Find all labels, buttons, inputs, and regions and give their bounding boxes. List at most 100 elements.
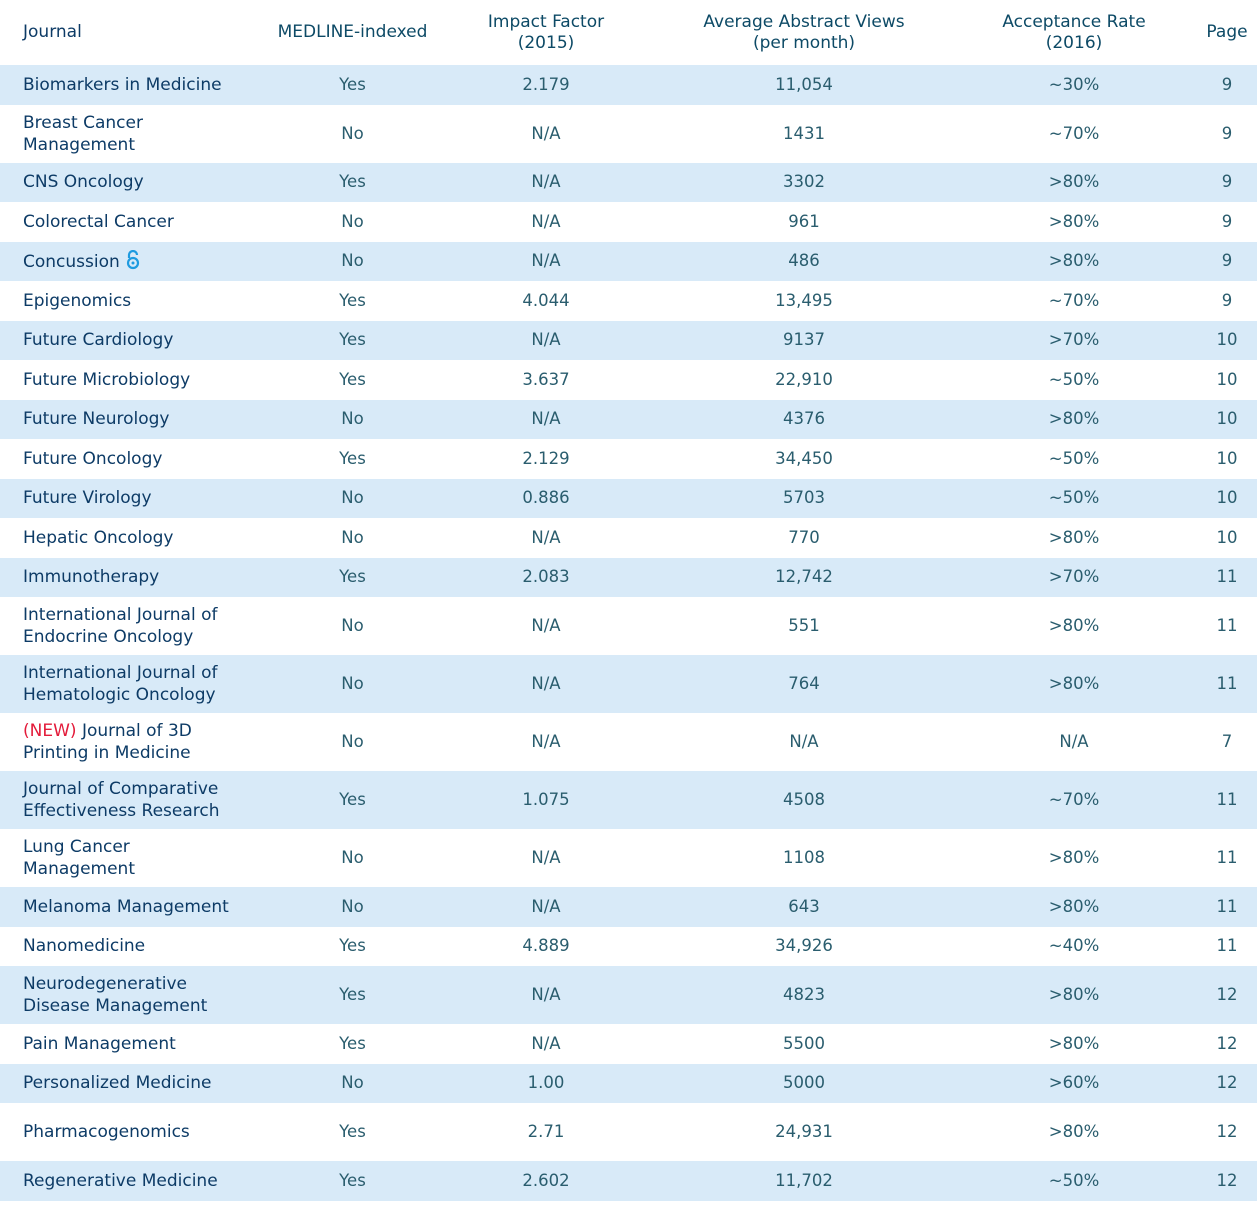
data-cell: 12 — [1197, 1161, 1257, 1201]
journal-name: Concussion — [23, 251, 120, 272]
table-row: Nanomedicine Yes 4.889 34,926 ~40% 11 — [0, 927, 1257, 967]
data-cell: 7 — [1221, 732, 1233, 751]
data-cell: N/A — [435, 162, 657, 202]
data-cell: 12 — [1216, 1033, 1238, 1053]
data-cell: No — [341, 527, 364, 547]
data-cell: 11 — [1197, 655, 1257, 713]
data-cell: 5703 — [657, 478, 951, 518]
data-cell: 10 — [1216, 448, 1238, 468]
data-cell: 0.886 — [435, 478, 657, 518]
data-cell: 13,495 — [775, 290, 833, 310]
data-cell: 5000 — [657, 1063, 951, 1103]
data-cell: >80% — [951, 241, 1197, 281]
data-cell: 10 — [1197, 399, 1257, 439]
journal-cell: Nanomedicine — [0, 927, 270, 967]
data-cell: >80% — [1048, 1122, 1100, 1141]
data-cell: Yes — [270, 557, 435, 597]
journal-name: CNS Oncology — [23, 172, 144, 193]
journal-cell: Future Virology — [0, 478, 270, 518]
data-cell: N/A — [789, 732, 819, 751]
data-cell: 10 — [1197, 320, 1257, 360]
data-cell: 2.602 — [435, 1161, 657, 1201]
journal-cell: (NEW) Journal of 3D Printing in Medicine — [0, 713, 270, 771]
table-row: Concussion No N/A 486 >80% 9 — [0, 241, 1257, 281]
table-row: (NEW) Journal of 3D Printing in Medicine… — [0, 713, 1257, 771]
data-cell: 12 — [1197, 966, 1257, 1024]
data-cell: 1.075 — [435, 771, 657, 829]
data-cell: N/A — [435, 241, 657, 281]
data-cell: N/A — [531, 1033, 561, 1053]
data-cell: 4.044 — [522, 290, 570, 310]
data-cell: Yes — [339, 369, 366, 389]
data-cell: ~50% — [951, 1161, 1197, 1201]
data-cell: 10 — [1216, 527, 1238, 547]
table-row: Pharmacogenomics Yes 2.71 24,931 >80% 12 — [0, 1103, 1257, 1161]
data-cell: >80% — [1048, 616, 1100, 635]
data-cell: 3.637 — [522, 369, 570, 389]
data-cell: >80% — [951, 966, 1197, 1024]
journal-name: Epigenomics — [23, 290, 132, 311]
journal-name: Future Virology — [23, 488, 152, 509]
data-cell: >80% — [951, 655, 1197, 713]
data-cell: No — [341, 616, 364, 635]
table-row: Future Microbiology Yes 3.637 22,910 ~50% 10 — [0, 360, 1257, 400]
journal-cell: International Journal of Endocrine Oncol… — [0, 597, 270, 655]
data-cell: >70% — [951, 557, 1197, 597]
data-cell: 9 — [1197, 65, 1257, 105]
journal-name: Nanomedicine — [23, 936, 146, 957]
data-cell: 4.889 — [522, 936, 570, 956]
data-cell: N/A — [435, 887, 657, 927]
journal-name: Immunotherapy — [23, 567, 160, 588]
data-cell: 5500 — [783, 1033, 825, 1053]
table-row: Personalized Medicine No 1.00 5000 >60% 12 — [0, 1063, 1257, 1103]
column-header: Acceptance Rate (2016) — [1002, 11, 1146, 53]
data-cell: 2.129 — [522, 448, 570, 468]
data-cell: No — [270, 399, 435, 439]
data-cell: >80% — [951, 887, 1197, 927]
journal-cell: International Journal of Hematologic Onc… — [0, 655, 270, 713]
data-cell: Yes — [270, 771, 435, 829]
data-cell: Yes — [339, 1033, 366, 1053]
data-cell: 34,450 — [775, 448, 833, 468]
journal-cell: CNS Oncology — [0, 162, 270, 202]
data-cell: 1.00 — [435, 1063, 657, 1103]
data-cell: Yes — [270, 65, 435, 105]
table-row: CNS Oncology Yes N/A 3302 >80% 9 — [0, 162, 1257, 202]
table-row: Future Oncology Yes 2.129 34,450 ~50% 10 — [0, 439, 1257, 479]
table-row: Immunotherapy Yes 2.083 12,742 >70% 11 — [0, 557, 1257, 597]
table-row: Melanoma Management No N/A 643 >80% 11 — [0, 887, 1257, 927]
data-cell: 11,054 — [657, 65, 951, 105]
table-row: Colorectal Cancer No N/A 961 >80% 9 — [0, 202, 1257, 242]
data-cell: >70% — [951, 320, 1197, 360]
data-cell: N/A — [435, 320, 657, 360]
data-cell: ~70% — [951, 771, 1197, 829]
data-cell: >80% — [951, 399, 1197, 439]
data-cell: 643 — [657, 887, 951, 927]
journal-cell: Concussion — [0, 241, 270, 281]
data-cell: 2.71 — [527, 1122, 565, 1141]
table-row: International Journal of Endocrine Oncol… — [0, 597, 1257, 655]
journal-cell: Colorectal Cancer — [0, 202, 270, 242]
journal-cell: Melanoma Management — [0, 887, 270, 927]
data-cell: 4376 — [657, 399, 951, 439]
column-header: Page — [1206, 22, 1248, 42]
data-cell: 11,702 — [657, 1161, 951, 1201]
data-cell: N/A — [435, 399, 657, 439]
column-header: Average Abstract Views (per month) — [703, 11, 905, 53]
table-row: International Journal of Hematologic Onc… — [0, 655, 1257, 713]
data-cell: >80% — [1048, 211, 1100, 231]
table-row: Regenerative Medicine Yes 2.602 11,702 ~50% 1… — [0, 1161, 1257, 1201]
data-cell: No — [270, 1063, 435, 1103]
journal-cell: Epigenomics — [0, 281, 270, 321]
journal-cell: Neurodegenerative Disease Management — [0, 966, 270, 1024]
table-row: Hepatic Oncology No N/A 770 >80% 10 — [0, 518, 1257, 558]
data-cell: Yes — [339, 936, 366, 956]
table-row: Neurodegenerative Disease Management Yes N… — [0, 966, 1257, 1024]
data-cell: N/A — [531, 616, 561, 635]
data-cell: 9 — [1197, 241, 1257, 281]
data-cell: Yes — [270, 966, 435, 1024]
table-row: Future Cardiology Yes N/A 9137 >70% 10 — [0, 320, 1257, 360]
data-cell: >80% — [1048, 1033, 1100, 1053]
table-row: Pain Management Yes N/A 5500 >80% 12 — [0, 1024, 1257, 1064]
column-header: Journal — [23, 22, 82, 42]
